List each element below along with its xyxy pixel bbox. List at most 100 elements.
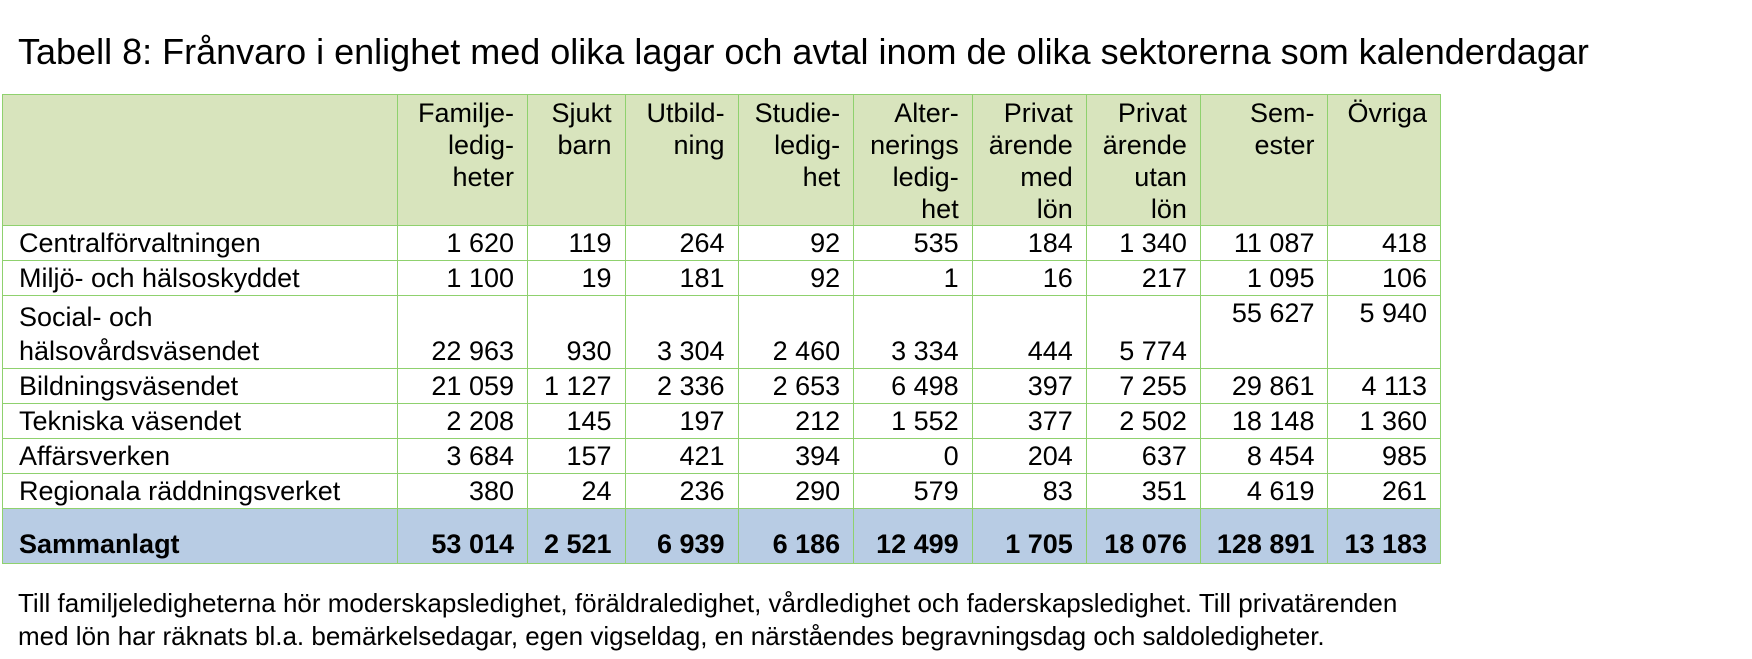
absence-table: Familje-ledig-heter Sjukt barn Utbild-nin… xyxy=(2,94,1442,564)
table-cell: 4 619 xyxy=(1199,473,1329,509)
table-cell: 1 552 xyxy=(853,403,973,439)
table-cell: 181 xyxy=(624,260,739,296)
table-cell: 184 xyxy=(971,225,1087,261)
table-cell: 29 861 xyxy=(1199,368,1329,404)
table-cell: 444 xyxy=(971,295,1087,369)
table-cell: 397 xyxy=(971,368,1087,404)
table-cell: 394 xyxy=(737,438,855,474)
table-row: Miljö- och hälsoskyddet 1 100 19 181 92 … xyxy=(2,260,1442,296)
column-header-privat-arende-utan-lon: Privat ärende utan lön xyxy=(1085,94,1201,226)
table-row: Social- och hälsovårdsväsendet 22 963 930… xyxy=(2,295,1442,369)
column-header-ovriga: Övriga xyxy=(1327,94,1442,226)
table-cell: 380 xyxy=(397,473,528,509)
table-cell: 264 xyxy=(624,225,739,261)
table-cell: 6 498 xyxy=(853,368,973,404)
table-cell: 7 255 xyxy=(1085,368,1201,404)
table-cell: 637 xyxy=(1085,438,1201,474)
row-label: Centralförvaltningen xyxy=(2,225,398,261)
table-cell: 2 653 xyxy=(737,368,855,404)
table-cell: 16 xyxy=(971,260,1087,296)
table-footnote: Till familjeledigheterna hör moderskapsl… xyxy=(18,587,1738,653)
row-label: Regionala räddningsverket xyxy=(2,473,398,509)
footnote-line: Till familjeledigheterna hör moderskapsl… xyxy=(18,588,1398,618)
table-cell: 24 xyxy=(527,473,626,509)
table-title: Tabell 8: Frånvaro i enlighet med olika … xyxy=(18,31,1589,72)
table-cell: 2 502 xyxy=(1085,403,1201,439)
table-cell: 377 xyxy=(971,403,1087,439)
table-cell: 21 059 xyxy=(397,368,528,404)
table-row: Tekniska väsendet 2 208 145 197 212 1 55… xyxy=(2,403,1442,439)
table-cell: 930 xyxy=(527,295,626,369)
table-cell: 3 304 xyxy=(624,295,739,369)
table-cell: 11 087 xyxy=(1199,225,1329,261)
table-cell: 5 774 xyxy=(1085,295,1201,369)
table-cell: 290 xyxy=(737,473,855,509)
table-cell: 1 xyxy=(853,260,973,296)
table-row: Regionala räddningsverket 380 24 236 290… xyxy=(2,473,1442,509)
total-cell: 13 183 xyxy=(1327,508,1442,564)
table-cell: 1 095 xyxy=(1199,260,1329,296)
row-label: Tekniska väsendet xyxy=(2,403,398,439)
table-cell: 18 148 xyxy=(1199,403,1329,439)
table-row: Affärsverken 3 684 157 421 394 0 204 637… xyxy=(2,438,1442,474)
column-header-studieledighet: Studie-ledig-het xyxy=(737,94,855,226)
table-cell: 2 208 xyxy=(397,403,528,439)
table-cell: 212 xyxy=(737,403,855,439)
table-cell: 1 127 xyxy=(527,368,626,404)
total-cell: 6 186 xyxy=(737,508,855,564)
table-cell: 418 xyxy=(1327,225,1442,261)
total-row: Sammanlagt 53 014 2 521 6 939 6 186 12 4… xyxy=(2,508,1442,564)
table-cell: 2 460 xyxy=(737,295,855,369)
total-cell: 6 939 xyxy=(624,508,739,564)
table-cell: 1 100 xyxy=(397,260,528,296)
table-row: Centralförvaltningen 1 620 119 264 92 53… xyxy=(2,225,1442,261)
table-cell: 106 xyxy=(1327,260,1442,296)
table-cell: 3 684 xyxy=(397,438,528,474)
column-header-alterneringsledighet: Alter-nerings ledig-het xyxy=(853,94,973,226)
table-cell: 3 334 xyxy=(853,295,973,369)
row-label: Bildningsväsendet xyxy=(2,368,398,404)
total-cell: 53 014 xyxy=(397,508,528,564)
table-row: Bildningsväsendet 21 059 1 127 2 336 2 6… xyxy=(2,368,1442,404)
table-cell: 5 940 xyxy=(1327,295,1442,369)
column-header-semester: Sem-ester xyxy=(1199,94,1329,226)
total-cell: 2 521 xyxy=(527,508,626,564)
total-label: Sammanlagt xyxy=(2,508,398,564)
table-cell: 145 xyxy=(527,403,626,439)
column-header-sjukt-barn: Sjukt barn xyxy=(527,94,626,226)
table-cell: 535 xyxy=(853,225,973,261)
table-cell: 22 963 xyxy=(397,295,528,369)
column-header-familjeledigheter: Familje-ledig-heter xyxy=(397,94,528,226)
table-cell: 8 454 xyxy=(1199,438,1329,474)
table-cell: 985 xyxy=(1327,438,1442,474)
row-label: Miljö- och hälsoskyddet xyxy=(2,260,398,296)
total-cell: 12 499 xyxy=(853,508,973,564)
table-cell: 119 xyxy=(527,225,626,261)
table-cell: 204 xyxy=(971,438,1087,474)
table-cell: 0 xyxy=(853,438,973,474)
total-cell: 1 705 xyxy=(971,508,1087,564)
column-header-privat-arende-med-lon: Privat ärende med lön xyxy=(971,94,1087,226)
footnote-line: med lön har räknats bl.a. bemärkelsedaga… xyxy=(18,621,1325,651)
table-cell: 92 xyxy=(737,225,855,261)
column-header-utbildning: Utbild-ning xyxy=(624,94,739,226)
table-cell: 2 336 xyxy=(624,368,739,404)
table-cell: 4 113 xyxy=(1327,368,1442,404)
table-cell: 351 xyxy=(1085,473,1201,509)
total-cell: 18 076 xyxy=(1085,508,1201,564)
table-cell: 1 620 xyxy=(397,225,528,261)
table-cell: 261 xyxy=(1327,473,1442,509)
table-cell: 1 340 xyxy=(1085,225,1201,261)
table-cell: 55 627 xyxy=(1199,295,1329,369)
row-label: Affärsverken xyxy=(2,438,398,474)
header-row: Familje-ledig-heter Sjukt barn Utbild-nin… xyxy=(2,94,1442,226)
header-corner-cell xyxy=(2,94,398,226)
total-cell: 128 891 xyxy=(1199,508,1329,564)
row-label: Social- och hälsovårdsväsendet xyxy=(2,295,398,369)
table-cell: 236 xyxy=(624,473,739,509)
table-cell: 83 xyxy=(971,473,1087,509)
table-cell: 197 xyxy=(624,403,739,439)
table-cell: 217 xyxy=(1085,260,1201,296)
table-cell: 157 xyxy=(527,438,626,474)
table-cell: 421 xyxy=(624,438,739,474)
